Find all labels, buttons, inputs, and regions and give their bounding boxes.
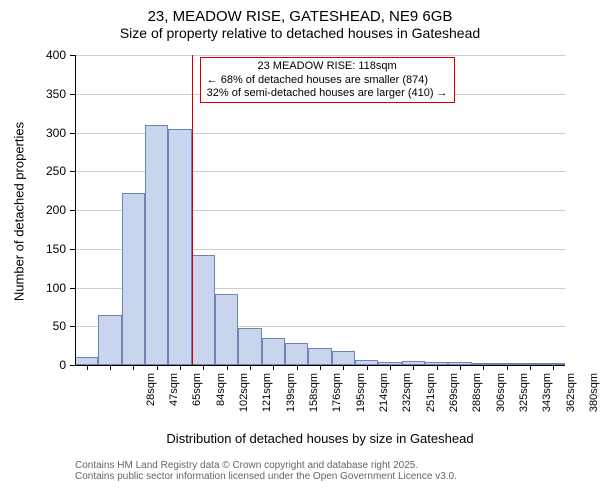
histogram-bar (75, 357, 98, 365)
y-tick-label: 350 (26, 87, 66, 101)
footer-line2: Contains public sector information licen… (75, 471, 457, 482)
annotation-box: 23 MEADOW RISE: 118sqm← 68% of detached … (200, 57, 455, 103)
chart-plot-area: 05010015020025030035040028sqm47sqm65sqm8… (75, 55, 565, 365)
histogram-bar (285, 343, 308, 365)
histogram-bar (145, 125, 168, 365)
x-tick-label: 47sqm (168, 373, 180, 433)
annotation-line: ← 68% of detached houses are smaller (87… (207, 74, 448, 87)
chart-title-line1: 23, MEADOW RISE, GATESHEAD, NE9 6GB (0, 8, 600, 25)
x-tick-label: 158sqm (308, 373, 320, 433)
histogram-bar (98, 315, 121, 365)
y-axis-title: Number of detached properties (12, 56, 27, 366)
annotation-line: 32% of semi-detached houses are larger (… (207, 87, 448, 100)
x-tick-label: 84sqm (215, 373, 227, 433)
x-tick-label: 28sqm (145, 373, 157, 433)
x-tick-label: 251sqm (425, 373, 437, 433)
histogram-bar (308, 348, 331, 365)
x-tick-label: 362sqm (565, 373, 577, 433)
annotation-line: 23 MEADOW RISE: 118sqm (207, 60, 448, 73)
x-tick-label: 139sqm (285, 373, 297, 433)
histogram-bar (215, 294, 238, 365)
histogram-bar (238, 328, 261, 365)
reference-line (192, 55, 193, 365)
y-tick-label: 400 (26, 48, 66, 62)
y-tick-label: 0 (26, 358, 66, 372)
x-tick-label: 121sqm (261, 373, 273, 433)
x-tick-label: 380sqm (588, 373, 600, 433)
x-axis (75, 365, 565, 366)
y-tick-label: 250 (26, 164, 66, 178)
x-tick-label: 195sqm (355, 373, 367, 433)
x-tick-label: 306sqm (495, 373, 507, 433)
histogram-bar (192, 255, 215, 365)
y-tick-label: 50 (26, 319, 66, 333)
x-tick-label: 176sqm (331, 373, 343, 433)
histogram-bar (168, 129, 191, 365)
y-grid-line (75, 55, 565, 56)
histogram-bar (262, 338, 285, 365)
chart-titles: 23, MEADOW RISE, GATESHEAD, NE9 6GBSize … (0, 8, 600, 41)
x-tick-label: 102sqm (238, 373, 250, 433)
x-axis-title: Distribution of detached houses by size … (75, 431, 565, 446)
x-tick-label: 269sqm (448, 373, 460, 433)
histogram-bar (122, 193, 145, 365)
x-tick-label: 214sqm (378, 373, 390, 433)
y-axis (75, 55, 76, 365)
x-tick-label: 65sqm (191, 373, 203, 433)
x-tick-label: 288sqm (471, 373, 483, 433)
chart-title-line2: Size of property relative to detached ho… (0, 25, 600, 41)
y-tick-label: 200 (26, 203, 66, 217)
histogram-bar (332, 351, 355, 365)
x-tick-label: 325sqm (518, 373, 530, 433)
x-tick-label: 232sqm (401, 373, 413, 433)
footer-line1: Contains HM Land Registry data © Crown c… (75, 460, 457, 471)
chart-footer: Contains HM Land Registry data © Crown c… (75, 460, 457, 482)
y-tick-label: 150 (26, 242, 66, 256)
y-tick-label: 300 (26, 126, 66, 140)
x-tick-label: 343sqm (541, 373, 553, 433)
y-tick-label: 100 (26, 281, 66, 295)
